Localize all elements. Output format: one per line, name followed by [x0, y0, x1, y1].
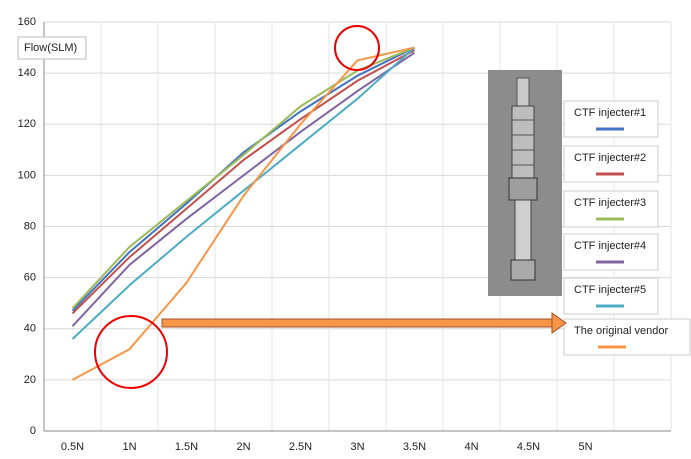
legend-label: CTF injecter#3 — [574, 197, 646, 209]
x-tick-label: 1N — [122, 441, 136, 453]
y-tick-label: 140 — [18, 67, 36, 79]
x-tick-label: 5N — [578, 441, 592, 453]
x-tick-label: 3N — [350, 441, 364, 453]
legend-label: CTF injecter#5 — [574, 284, 646, 296]
y-tick-label: 120 — [18, 118, 36, 130]
x-tick-label: 2N — [236, 441, 250, 453]
grid: 0 20 40 60 80 100 120 140 160 0.5N 1N 1.5N 2N 2.5N 3N 3… — [18, 16, 672, 453]
x-tick-label: 4N — [464, 441, 478, 453]
photo — [488, 70, 562, 296]
legend-box — [563, 190, 659, 228]
y-tick-label: 160 — [18, 16, 36, 28]
legend-label: CTF injecter#1 — [574, 107, 646, 119]
series-line — [71, 49, 415, 315]
legend-label: The original vendor — [574, 325, 669, 337]
legend-label: CTF injecter#4 — [574, 240, 646, 252]
x-tick-label: 1.5N — [175, 441, 198, 453]
annotation-arrow — [161, 312, 567, 334]
y-tick-label: 60 — [24, 272, 36, 284]
legend-box — [563, 233, 659, 271]
legend-label: CTF injecter#2 — [574, 152, 646, 164]
highlight-circle — [334, 25, 380, 71]
y-tick-label: 20 — [24, 374, 36, 386]
x-tick-label: 4.5N — [517, 441, 540, 453]
legend-box — [563, 100, 659, 138]
series-line — [71, 46, 415, 312]
series-line — [71, 46, 416, 340]
x-tick-label: 3.5N — [403, 441, 426, 453]
legend-box — [563, 145, 659, 183]
y-tick-label: 80 — [24, 220, 36, 232]
x-tick-label: 0.5N — [61, 441, 84, 453]
y-tick-label: 0 — [30, 425, 36, 437]
y-axis-label: Flow(SLM) — [24, 42, 77, 54]
x-tick-label: 2.5N — [289, 441, 312, 453]
series-line — [72, 46, 415, 381]
legend-box — [563, 277, 659, 315]
series-line — [71, 51, 416, 327]
highlight-circle — [94, 315, 168, 389]
legend-box — [563, 318, 691, 356]
y-tick-label: 40 — [24, 323, 36, 335]
y-tick-label: 100 — [18, 169, 36, 181]
y-label-box — [17, 36, 87, 60]
legend: CTF injecter#1 CTF injecter#2 CTF injecter… — [563, 100, 691, 356]
